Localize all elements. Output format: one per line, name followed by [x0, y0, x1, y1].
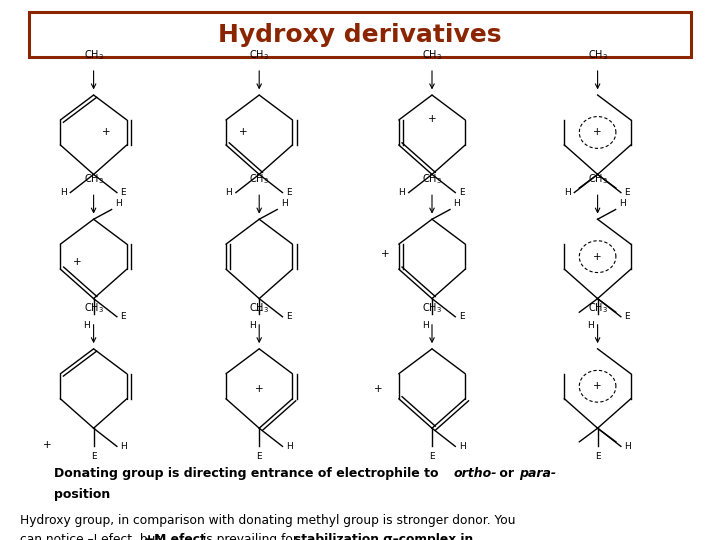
- Text: H: H: [454, 199, 460, 208]
- Text: H: H: [225, 188, 233, 197]
- Text: +: +: [255, 306, 264, 315]
- Text: Donating group is directing entrance of electrophile to: Donating group is directing entrance of …: [54, 467, 443, 480]
- Text: CH$_3$: CH$_3$: [422, 172, 442, 186]
- Text: H: H: [286, 442, 293, 451]
- Text: H: H: [564, 188, 571, 197]
- Text: E: E: [459, 188, 464, 197]
- Text: E: E: [256, 452, 262, 461]
- Text: CH$_3$: CH$_3$: [84, 301, 104, 315]
- Text: H: H: [120, 442, 127, 451]
- Text: or: or: [495, 467, 518, 480]
- Text: CH$_3$: CH$_3$: [588, 301, 608, 315]
- Text: CH$_3$: CH$_3$: [249, 301, 269, 315]
- Text: CH$_3$: CH$_3$: [422, 48, 442, 62]
- Text: +: +: [381, 249, 390, 259]
- Text: H: H: [84, 321, 90, 330]
- Text: CH$_3$: CH$_3$: [84, 48, 104, 62]
- FancyBboxPatch shape: [29, 12, 691, 57]
- Text: CH$_3$: CH$_3$: [588, 48, 608, 62]
- Text: E: E: [459, 312, 464, 321]
- Text: CH$_3$: CH$_3$: [84, 172, 104, 186]
- Text: H: H: [281, 199, 287, 208]
- Text: Hydroxy derivatives: Hydroxy derivatives: [218, 23, 502, 46]
- Text: H: H: [422, 321, 428, 330]
- Text: H: H: [60, 188, 67, 197]
- Text: para-: para-: [519, 467, 557, 480]
- Text: +: +: [593, 381, 602, 391]
- Text: Hydroxy group, in comparison with donating methyl group is stronger donor. You: Hydroxy group, in comparison with donati…: [20, 514, 516, 526]
- Text: CH$_3$: CH$_3$: [249, 48, 269, 62]
- Text: E: E: [429, 452, 435, 461]
- Text: +: +: [239, 127, 248, 138]
- Text: H: H: [619, 199, 626, 208]
- Text: E: E: [595, 452, 600, 461]
- Text: CH$_3$: CH$_3$: [588, 172, 608, 186]
- Text: E: E: [120, 188, 126, 197]
- Text: +: +: [73, 257, 82, 267]
- Text: CH$_3$: CH$_3$: [422, 301, 442, 315]
- Text: stabilization σ–complex in: stabilization σ–complex in: [294, 533, 473, 540]
- Text: H: H: [588, 321, 594, 330]
- Text: E: E: [120, 312, 126, 321]
- Text: is prevailing for: is prevailing for: [199, 533, 302, 540]
- Text: H: H: [624, 442, 631, 451]
- Text: position: position: [54, 488, 110, 501]
- Text: E: E: [286, 188, 292, 197]
- Text: E: E: [624, 188, 630, 197]
- Text: +: +: [102, 127, 111, 138]
- Text: +: +: [374, 384, 382, 394]
- Text: +: +: [593, 127, 602, 138]
- Text: +: +: [255, 384, 264, 394]
- Text: can notice –I efect, but: can notice –I efect, but: [20, 533, 164, 540]
- Text: H: H: [249, 321, 256, 330]
- Text: +M efect: +M efect: [144, 533, 206, 540]
- Text: +: +: [42, 441, 51, 450]
- Text: H: H: [115, 199, 122, 208]
- Text: E: E: [91, 452, 96, 461]
- Text: E: E: [624, 312, 630, 321]
- Text: E: E: [286, 312, 292, 321]
- Text: ortho-: ortho-: [454, 467, 497, 480]
- Text: H: H: [459, 442, 466, 451]
- Text: +: +: [428, 114, 436, 124]
- Text: CH$_3$: CH$_3$: [249, 172, 269, 186]
- Text: +: +: [593, 252, 602, 262]
- Text: H: H: [398, 188, 405, 197]
